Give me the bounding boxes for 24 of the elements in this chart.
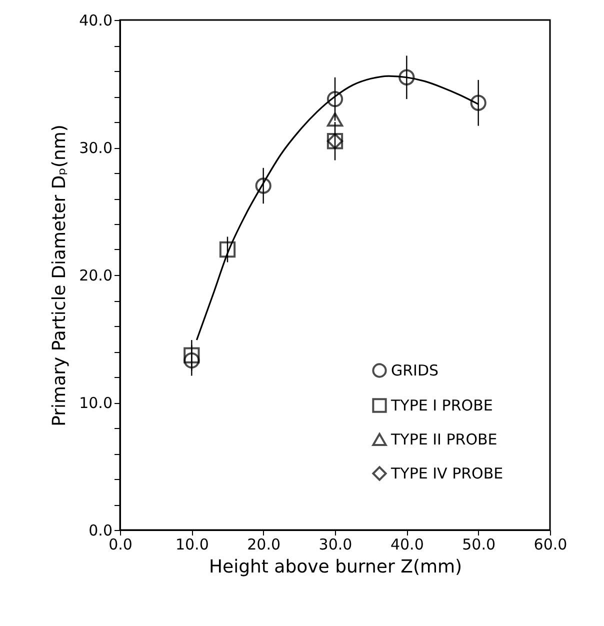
point <box>184 347 200 364</box>
x-tick-label: 30.0 <box>318 536 352 554</box>
y-tick-label: 40.0 <box>79 12 112 30</box>
legend-label: TYPE II PROBE <box>390 430 498 448</box>
y-tick-label: 20.0 <box>79 266 112 284</box>
point <box>219 241 236 258</box>
point <box>326 112 344 127</box>
x-tick-label: 40.0 <box>390 536 424 554</box>
point <box>470 94 486 111</box>
x-tick-label: 10.0 <box>175 536 209 554</box>
x-tick-label: 50.0 <box>462 536 496 554</box>
x-tick-label: 60.0 <box>534 536 568 554</box>
point <box>398 69 415 86</box>
legend-label: TYPE IV PROBE <box>390 464 504 482</box>
y-axis-title: Primary Particle Diameter Dₚ(nm) <box>49 124 70 426</box>
x-tick-label: 20.0 <box>247 536 281 554</box>
point <box>326 90 344 108</box>
point <box>184 352 200 368</box>
legend-label: GRIDS <box>391 362 439 380</box>
y-tick-label: 10.0 <box>79 394 112 412</box>
y-tick-label: 30.0 <box>79 139 112 157</box>
legend-label: TYPE I PROBE <box>390 396 493 414</box>
point <box>255 178 272 194</box>
x-axis-title: Height above burner Z(mm) <box>208 556 462 578</box>
